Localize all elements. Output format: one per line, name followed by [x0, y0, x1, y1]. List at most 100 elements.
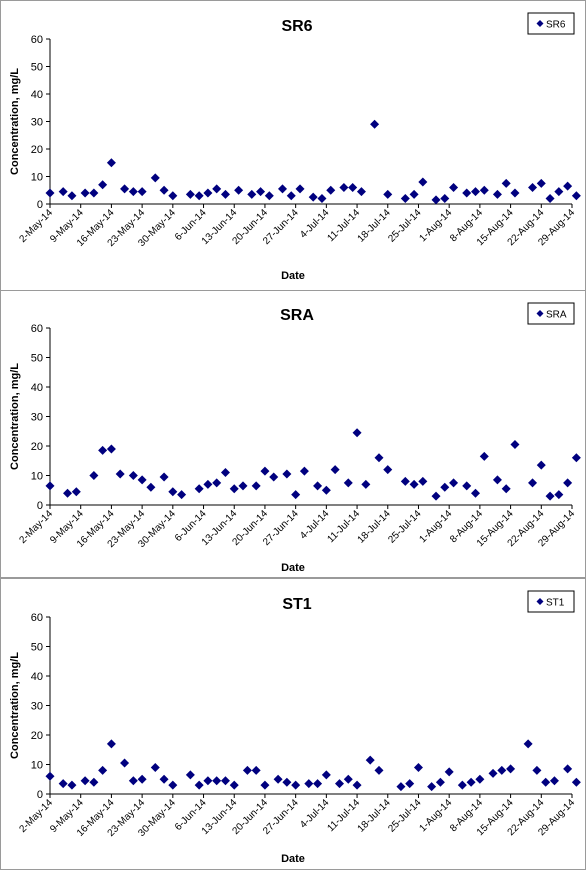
data-point: [137, 187, 147, 197]
y-tick-label: 0: [37, 500, 43, 512]
data-point: [106, 739, 116, 749]
y-tick-label: 20: [31, 730, 43, 742]
data-point: [418, 177, 428, 187]
data-point: [321, 770, 331, 780]
data-point: [177, 490, 187, 500]
data-point: [159, 774, 169, 784]
data-point: [466, 777, 476, 787]
data-point: [137, 774, 147, 784]
data-point: [528, 183, 538, 192]
data-point: [194, 780, 204, 790]
data-point: [106, 158, 116, 168]
data-point: [330, 465, 340, 475]
data-point: [343, 774, 353, 784]
data-point: [120, 758, 130, 768]
data-point: [554, 490, 564, 500]
data-point: [238, 481, 248, 491]
data-point: [405, 779, 415, 789]
data-point: [497, 765, 507, 775]
y-tick-label: 60: [31, 612, 43, 624]
x-tick-label: 25-Jul-14: [386, 508, 424, 546]
data-point: [63, 488, 73, 498]
data-point: [545, 194, 555, 203]
x-tick-label: 25-Jul-14: [386, 207, 424, 245]
data-point: [396, 782, 406, 792]
data-point: [203, 188, 213, 198]
data-point: [80, 188, 90, 198]
data-point: [229, 484, 239, 494]
data-point: [549, 776, 559, 786]
x-axis-label: Date: [281, 562, 305, 574]
data-point: [532, 765, 542, 775]
data-point: [80, 776, 90, 786]
data-point: [413, 762, 423, 772]
data-point: [510, 440, 520, 450]
data-point: [523, 739, 533, 749]
data-point: [475, 774, 485, 784]
chart-title: ST1: [282, 596, 311, 613]
data-point: [273, 774, 283, 784]
data-point: [449, 478, 459, 488]
chart-panel-st1: ST1 0 10 20 30 40 50 60 2-May-14 9-May-14 16-May-1…: [0, 578, 586, 870]
data-point: [317, 194, 327, 203]
data-point: [282, 777, 292, 787]
chart-title: SRA: [280, 307, 314, 324]
y-tick-label: 50: [31, 62, 43, 74]
data-point: [571, 191, 581, 201]
data-point: [356, 187, 366, 197]
data-point: [444, 767, 454, 777]
legend-box: [527, 590, 575, 613]
data-point: [128, 776, 138, 786]
data-point: [98, 445, 108, 455]
data-point: [212, 478, 222, 488]
y-tick-label: 40: [31, 89, 43, 101]
y-tick-label: 10: [31, 172, 43, 184]
data-point: [545, 491, 555, 501]
data-point: [506, 764, 516, 774]
data-point: [89, 777, 99, 787]
chart-svg: ST101020304050602-May-149-May-1416-May-1…: [9, 590, 581, 865]
legend-label: SRA: [546, 310, 567, 321]
x-tick-label: 25-Jul-14: [386, 797, 424, 835]
data-point: [185, 189, 195, 199]
data-point: [150, 173, 160, 183]
data-point: [563, 181, 573, 191]
y-tick-label: 10: [31, 471, 43, 483]
data-point: [159, 185, 169, 195]
data-point: [374, 453, 384, 463]
y-tick-label: 60: [31, 323, 43, 335]
data-point: [571, 777, 581, 787]
data-point: [45, 771, 55, 781]
data-point: [470, 187, 480, 197]
data-point: [71, 487, 81, 497]
y-axis-label: Concentration, mg/L: [9, 363, 21, 470]
data-point: [45, 481, 55, 491]
data-point: [242, 765, 252, 775]
data-point: [409, 189, 419, 199]
data-point: [67, 780, 77, 790]
data-point: [137, 475, 147, 485]
chart-panel-sra: SRA 0 10 20 30 40 50 60 2-May-14 9-May-14 16-May-1…: [0, 290, 586, 578]
y-tick-label: 40: [31, 671, 43, 683]
data-point: [269, 472, 279, 482]
data-point: [352, 428, 362, 438]
data-point: [427, 782, 437, 792]
y-tick-label: 20: [31, 144, 43, 156]
data-point: [58, 779, 68, 789]
data-point: [383, 465, 393, 475]
data-point: [313, 779, 323, 789]
data-point: [115, 469, 125, 479]
data-point: [98, 180, 108, 190]
data-point: [409, 479, 419, 489]
data-point: [528, 478, 538, 488]
data-point: [470, 488, 480, 498]
data-point: [168, 487, 178, 497]
data-point: [291, 780, 301, 790]
data-point: [146, 482, 156, 492]
data-point: [128, 187, 138, 197]
data-point: [229, 780, 239, 790]
chart-panel-sr6: SR6 0 10 20 30 40 50 60 2-May-14 9-May-14 16-May-1…: [0, 0, 586, 291]
y-axis-label: Concentration, mg/L: [9, 652, 21, 759]
data-point: [220, 776, 230, 786]
data-point: [277, 184, 287, 194]
